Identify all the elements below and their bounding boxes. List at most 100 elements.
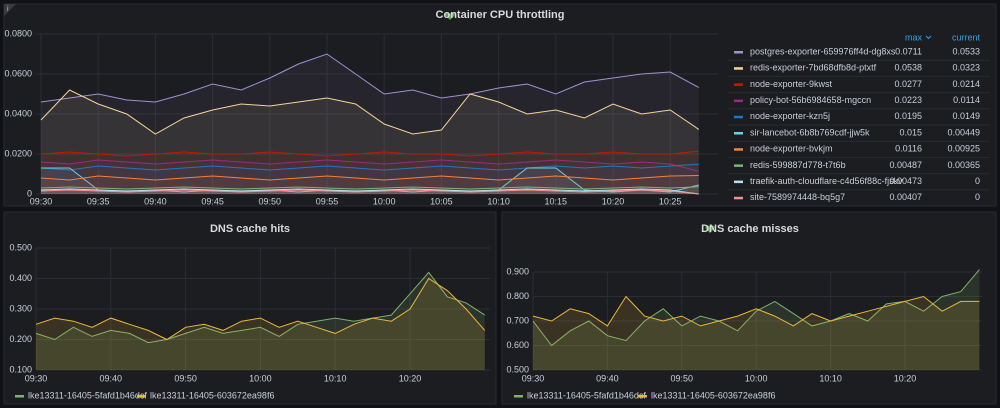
y-tick-label: 0.600: [506, 340, 529, 350]
legend-swatch: [734, 83, 743, 86]
legend-swatch: [638, 395, 647, 398]
info-corner[interactable]: [4, 4, 16, 16]
legend-max: 0.0538: [894, 63, 922, 73]
series-area: [36, 278, 485, 370]
series-line: [532, 295, 980, 327]
x-tick-label: 10:00: [745, 373, 768, 383]
legend-max: 0.015: [899, 127, 922, 137]
series-area: [533, 296, 980, 370]
legend-swatch: [734, 51, 743, 54]
legend-swatch: [734, 164, 743, 167]
legend-current: 0.00925: [947, 144, 980, 154]
legend-current: 0.0214: [952, 79, 980, 89]
legend-max: 0.0711: [895, 46, 922, 56]
legend-current: 0.0149: [952, 111, 980, 121]
panel-title: DNS cache misses: [701, 223, 799, 235]
series-line: [40, 150, 699, 157]
legend-name: lke13311-16405-603672ea98f6: [150, 390, 274, 400]
sort-icon[interactable]: [925, 35, 932, 40]
legend-max: 0.0116: [895, 144, 922, 154]
x-tick-label: 10:20: [894, 373, 917, 383]
series-line: [40, 175, 699, 181]
x-tick-label: 10:05: [430, 196, 453, 206]
y-tick-label: 0.900: [506, 266, 529, 276]
y-tick-label: 0.0600: [4, 68, 32, 78]
x-tick-label: 09:40: [100, 373, 123, 383]
y-tick-label: 0.0800: [4, 28, 32, 38]
x-tick-label: 09:30: [25, 373, 48, 383]
x-tick-label: 10:00: [373, 196, 396, 206]
legend-swatch: [137, 395, 146, 398]
y-tick-label: 0.100: [9, 364, 32, 374]
series-area: [533, 269, 980, 370]
x-tick-label: 09:45: [201, 196, 224, 206]
x-tick-label: 09:55: [316, 196, 339, 206]
legend-swatch: [734, 132, 743, 135]
legend-max: 0.0277: [894, 79, 922, 89]
legend-current: 0.00365: [947, 160, 980, 170]
legend-name: redis-exporter-7bd68dfb8d-ptxtf: [750, 63, 877, 73]
legend-max: 0.00407: [889, 192, 922, 202]
x-tick-label: 10:25: [659, 196, 682, 206]
legend-name: redis-599887d778-t7t6b: [750, 160, 846, 170]
series-area: [36, 272, 485, 370]
y-tick-label: 0.300: [9, 303, 32, 313]
x-tick-label: 10:10: [324, 373, 347, 383]
legend-name: node-exporter-bvkjm: [750, 144, 833, 154]
legend-current: 0.0533: [952, 46, 980, 56]
x-tick-label: 09:30: [30, 196, 53, 206]
x-tick-label: 10:20: [602, 196, 625, 206]
legend-swatch: [734, 99, 743, 103]
y-tick-label: 0.500: [9, 242, 32, 252]
legend-name: node-exporter-9kwst: [750, 79, 833, 89]
y-tick-label: 0.700: [506, 315, 529, 325]
legend-header: max: [905, 32, 923, 42]
legend-swatch: [15, 395, 24, 398]
legend-swatch: [734, 148, 743, 151]
legend-name: postgres-exporter-659976ff4d-dg8xs: [750, 46, 896, 56]
panel: [3, 211, 497, 405]
legend-max: 0.0195: [894, 111, 922, 121]
panel-title: Container CPU throttling: [436, 9, 565, 21]
series-line: [35, 277, 486, 341]
legend-swatch: [734, 196, 743, 200]
panel: [3, 3, 997, 207]
series-line: [40, 89, 700, 135]
x-tick-label: 10:20: [399, 373, 422, 383]
x-tick-label: 10:10: [819, 373, 842, 383]
legend-name: sir-lancebot-6b8b769cdf-jjw5k: [750, 127, 870, 137]
legend-name: site-7589974448-bq5g7: [750, 192, 845, 202]
series-line: [40, 53, 700, 103]
series-line: [40, 188, 699, 195]
legend-swatch: [734, 67, 743, 70]
x-tick-label: 10:00: [249, 373, 272, 383]
y-tick-label: 0.800: [506, 291, 529, 301]
legend-name: node-exporter-kzn5j: [750, 111, 830, 121]
legend-max: 0.0223: [894, 95, 922, 105]
x-tick-label: 09:50: [174, 373, 197, 383]
x-tick-label: 09:50: [259, 196, 282, 206]
y-tick-label: 0.500: [506, 364, 529, 374]
legend-swatch: [514, 395, 523, 398]
x-tick-label: 09:40: [596, 373, 619, 383]
x-tick-label: 09:30: [522, 373, 545, 383]
x-tick-label: 09:40: [144, 196, 167, 206]
series-line: [40, 159, 699, 172]
series-line: [35, 271, 486, 344]
series-line: [40, 186, 699, 190]
legend-name: lke13311-16405-5fafd1b46dcf: [28, 390, 147, 400]
x-tick-label: 09:35: [87, 196, 110, 206]
legend-name: traefik-auth-cloudflare-c4d56f88c-fjskv: [750, 176, 903, 186]
legend-max: 0.00487: [889, 160, 922, 170]
x-tick-label: 10:10: [487, 196, 510, 206]
health-icon: [705, 225, 715, 233]
legend-swatch: [734, 180, 743, 184]
legend-header: current: [952, 32, 981, 42]
legend-swatch: [734, 115, 743, 119]
info-icon: i: [7, 6, 9, 13]
legend-name: lke13311-16405-5fafd1b46dcf: [527, 390, 646, 400]
y-tick-label: 0.0400: [4, 108, 32, 118]
x-tick-label: 09:50: [671, 373, 694, 383]
legend-current: 0.0323: [952, 63, 980, 73]
